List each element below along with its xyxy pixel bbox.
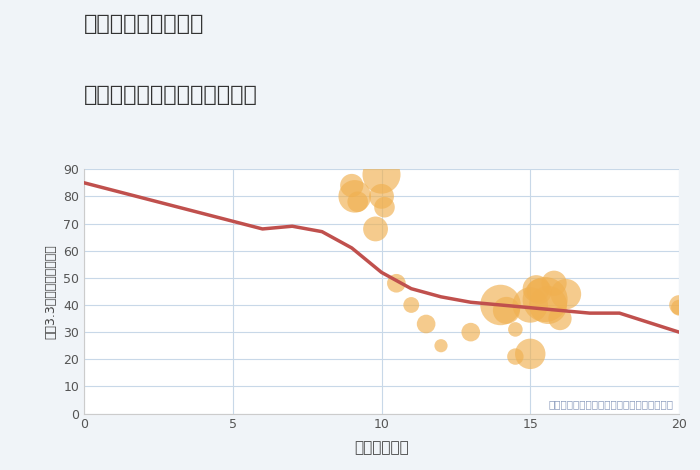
Point xyxy=(510,326,521,333)
Point xyxy=(370,225,381,233)
Point xyxy=(376,193,387,200)
Text: 円の大きさは、取引のあった物件面積を示す: 円の大きさは、取引のあった物件面積を示す xyxy=(548,400,673,409)
X-axis label: 駅距離（分）: 駅距離（分） xyxy=(354,440,409,455)
Point xyxy=(495,301,506,309)
Point xyxy=(554,315,566,322)
Point xyxy=(533,288,545,295)
Point xyxy=(542,301,554,309)
Point xyxy=(391,280,402,287)
Point xyxy=(510,353,521,360)
Point xyxy=(673,304,685,312)
Point xyxy=(540,296,551,303)
Point xyxy=(525,301,536,309)
Point xyxy=(673,301,685,309)
Point xyxy=(379,204,390,211)
Point xyxy=(435,342,447,350)
Text: 駅距離別中古マンション価格: 駅距離別中古マンション価格 xyxy=(84,85,258,105)
Text: 奈良県奈良市三松の: 奈良県奈良市三松の xyxy=(84,14,204,34)
Point xyxy=(561,290,572,298)
Point xyxy=(352,198,363,205)
Point xyxy=(501,306,512,314)
Point xyxy=(346,182,357,189)
Point xyxy=(549,280,560,287)
Point xyxy=(406,301,417,309)
Point xyxy=(531,285,542,292)
Point xyxy=(376,171,387,179)
Point xyxy=(525,350,536,358)
Point xyxy=(421,320,432,328)
Y-axis label: 坪（3.3㎡）単価（万円）: 坪（3.3㎡）単価（万円） xyxy=(45,244,57,339)
Point xyxy=(349,193,360,200)
Point xyxy=(465,329,476,336)
